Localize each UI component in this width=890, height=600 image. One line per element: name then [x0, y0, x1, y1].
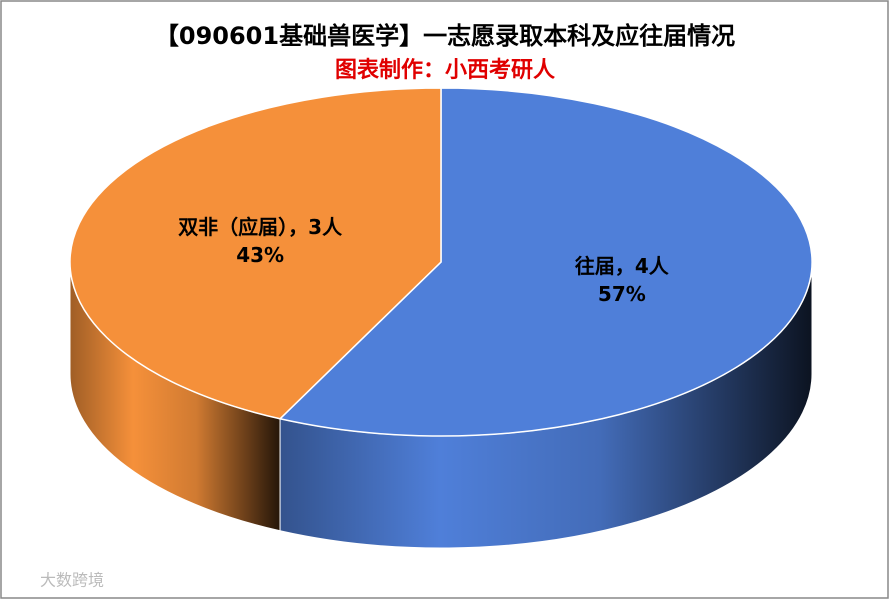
- percent-label: 43%: [236, 243, 284, 267]
- percent-label: 57%: [598, 282, 646, 306]
- chart-title: 【090601基础兽医学】一志愿录取本科及应往届情况: [155, 22, 735, 50]
- pie-slice: [278, 87, 813, 437]
- data-label: 往届，4人: [575, 254, 670, 278]
- chart-subtitle: 图表制作：小西考研人: [335, 58, 555, 83]
- watermark: 大数跨境: [40, 571, 104, 590]
- data-label: 双非（应届），3人: [178, 215, 343, 239]
- pie-slice: [69, 87, 442, 420]
